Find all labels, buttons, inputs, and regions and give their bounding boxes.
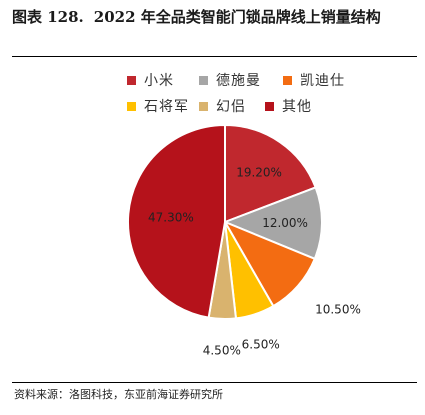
legend-swatch-deshiman <box>199 75 208 85</box>
legend-label-huanlv: 幻侣 <box>216 99 246 115</box>
source-divider <box>12 382 417 383</box>
legend-label-other: 其他 <box>282 99 312 115</box>
legend-item-huanlv: 幻侣 <box>199 96 246 116</box>
data-label-kaadas: 10.50% <box>315 302 361 316</box>
legend-swatch-huanlv <box>199 101 208 111</box>
title-divider <box>12 56 417 57</box>
data-label-other: 47.30% <box>148 210 194 224</box>
legend-item-other: 其他 <box>265 96 312 116</box>
legend-label-kaadas: 凯迪仕 <box>300 73 345 89</box>
data-label-shijiangjun: 6.50% <box>242 338 280 352</box>
pie-slices <box>126 123 323 320</box>
legend-swatch-kaadas <box>283 75 292 85</box>
legend-swatch-shijiangjun <box>127 101 136 111</box>
source-note: 资料来源：洛图科技，东亚前海证券研究所 <box>14 388 223 401</box>
legend-swatch-xiaomi <box>127 75 136 85</box>
pie-slice-xiaomi <box>224 123 317 224</box>
pie-labels: 19.20% 12.00% 10.50% 6.50%4.50% 47.30% <box>148 166 361 358</box>
data-label-huanlv: 4.50% <box>203 343 241 357</box>
figure-title: 2022 年全品类智能门锁品牌线上销量结构 <box>93 8 381 26</box>
legend-item-kaadas: 凯迪仕 <box>283 70 345 90</box>
legend-item-xiaomi: 小米 <box>127 70 174 90</box>
pie-slice-deshiman <box>222 186 323 261</box>
legend-swatch-other <box>265 101 274 111</box>
data-label-deshiman: 12.00% <box>262 216 308 230</box>
legend-item-deshiman: 德施曼 <box>199 70 261 90</box>
pie-slice-other <box>126 123 226 319</box>
chart-legend: 小米 德施曼 凯迪仕 石将军 幻侣 其他 <box>0 0 425 120</box>
chart-title: 图表 128. 2022 年全品类智能门锁品牌线上销量结构 <box>12 6 417 28</box>
legend-label-xiaomi: 小米 <box>144 73 174 89</box>
legend-item-shijiangjun: 石将军 <box>127 96 189 116</box>
figure-number: 图表 128. <box>12 8 84 26</box>
data-label-xiaomi: 19.20% <box>236 166 282 180</box>
legend-label-deshiman: 德施曼 <box>216 73 261 89</box>
legend-label-shijiangjun: 石将军 <box>144 99 189 115</box>
